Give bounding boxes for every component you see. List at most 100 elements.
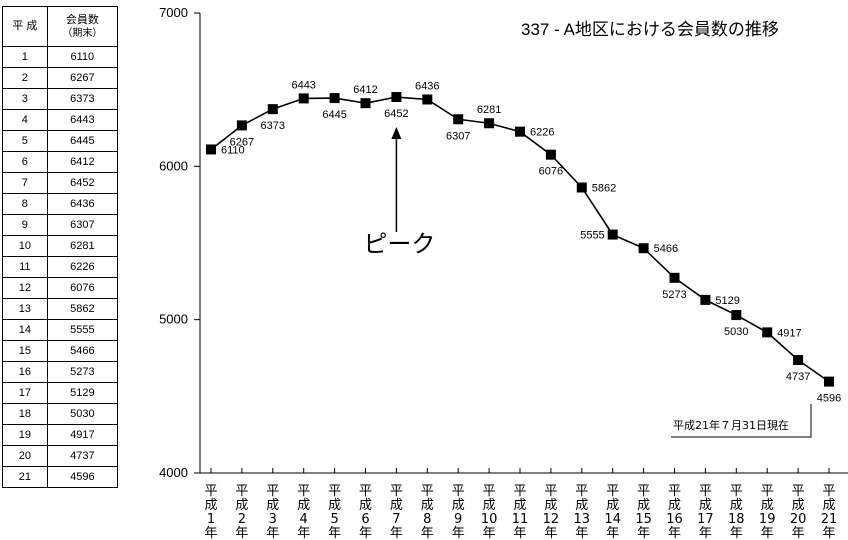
x-tick-label-char: 年 — [297, 526, 310, 540]
date-note: 平成21年７月31日現在 — [671, 404, 812, 438]
table-row: 10 6281 — [2, 235, 119, 257]
data-point-marker — [515, 126, 525, 137]
x-tick-label-char: 年 — [637, 526, 650, 540]
x-tick-label-char: 年 — [513, 526, 526, 540]
data-label: 4917 — [777, 327, 801, 339]
data-label: 6076 — [539, 166, 563, 178]
x-tick-label-char: 成 — [606, 498, 619, 513]
cell-members: 4917 — [46, 424, 119, 446]
cell-members: 4596 — [46, 466, 119, 488]
data-point-marker — [236, 120, 247, 131]
cell-members: 5273 — [46, 361, 119, 383]
table-row: 9 6307 — [2, 214, 119, 236]
data-point-marker — [607, 229, 618, 240]
data-label: 4737 — [786, 371, 810, 383]
x-tick-label-char: 11 — [512, 512, 529, 527]
x-tick-label-char: 成 — [297, 498, 310, 513]
x-tick-label-char: 平 — [235, 484, 248, 499]
data-point-marker — [700, 294, 711, 305]
data-label: 6412 — [353, 84, 377, 96]
data-point-marker — [669, 272, 680, 283]
x-tick-label-char: 平 — [359, 484, 372, 499]
data-label: 6445 — [322, 109, 346, 121]
table-row: 5 6445 — [2, 130, 119, 152]
x-tick-label-char: 平 — [421, 484, 434, 499]
x-tick-label-char: 成 — [483, 498, 496, 513]
cell-members: 6443 — [46, 109, 119, 131]
data-label: 6226 — [530, 127, 554, 139]
cell-year: 20 — [2, 445, 48, 467]
x-tick-label-char: 平 — [699, 484, 712, 499]
peak-annotation: ピーク — [363, 127, 435, 258]
chart-axes — [199, 13, 848, 474]
table-row: 21 4596 — [2, 466, 119, 488]
x-tick-label-char: 平 — [668, 484, 681, 499]
x-tick-label-char: 成 — [699, 498, 712, 513]
data-point-marker — [329, 93, 340, 104]
x-tick-label-char: 1 — [207, 512, 215, 527]
series-line-group — [206, 92, 834, 387]
x-tick-label-char: 16 — [666, 512, 683, 527]
x-tick-label-char: 成 — [822, 498, 835, 513]
data-label: 6110 — [221, 144, 245, 156]
x-tick-label-char: 年 — [204, 526, 217, 540]
x-tick-label-char: 成 — [792, 498, 805, 513]
data-point-marker — [206, 144, 216, 155]
cell-members: 6307 — [46, 214, 119, 236]
data-label: 5129 — [715, 295, 739, 307]
x-tick-label-char: 平 — [483, 484, 496, 499]
data-label: 6452 — [384, 108, 408, 120]
data-label: 5555 — [580, 230, 604, 242]
data-point-marker — [545, 149, 556, 160]
x-tick-label-char: 年 — [699, 526, 712, 540]
x-tick-label-char: 成 — [761, 498, 774, 513]
x-tick-label-char: 成 — [359, 498, 372, 513]
x-tick-label-char: 年 — [359, 526, 372, 540]
table-row: 13 5862 — [2, 298, 119, 320]
x-axis-labels: 平成1年平成2年平成3年平成4年平成5年平成6年平成7年平成8年平成9年平成10… — [204, 468, 837, 540]
header-members-sub: （期末） — [62, 27, 103, 39]
data-point-marker — [762, 327, 773, 338]
x-tick-label-char: 14 — [604, 512, 621, 527]
data-label: 5466 — [654, 243, 678, 255]
x-tick-label-char: 13 — [574, 512, 591, 527]
y-tick-label: 4000 — [159, 465, 188, 480]
member-table-container: 平 成 会員数 （期末） 1 6110 2 6267 3 6373 4 6443 5 6445 6 6… — [2, 6, 119, 488]
x-tick-label-char: 21 — [821, 512, 838, 527]
x-tick-label-char: 9 — [454, 512, 462, 527]
x-tick-label-char: 年 — [544, 526, 557, 540]
x-tick-label-char: 成 — [513, 498, 526, 513]
data-point-marker — [391, 92, 402, 103]
y-tick-label: 6000 — [159, 158, 188, 173]
x-tick-label-char: 成 — [421, 498, 434, 513]
y-tick-label: 7000 — [159, 5, 188, 20]
x-tick-label-char: 年 — [606, 526, 619, 540]
table-body: 1 6110 2 6267 3 6373 4 6443 5 6445 6 6412 7 6452 8 6436… — [2, 46, 119, 488]
x-tick-label: 平成21年 — [821, 484, 838, 540]
data-label: 6267 — [230, 136, 254, 148]
x-tick-label-char: 年 — [328, 526, 341, 540]
x-tick-label-char: 8 — [423, 512, 431, 527]
data-label: 4596 — [817, 393, 841, 405]
data-label: 6281 — [477, 104, 501, 116]
x-tick-label-char: 平 — [792, 484, 805, 499]
x-tick-label-char: 平 — [606, 484, 619, 499]
x-tick-label-char: 平 — [822, 484, 835, 499]
x-tick-label-char: 年 — [266, 526, 279, 540]
